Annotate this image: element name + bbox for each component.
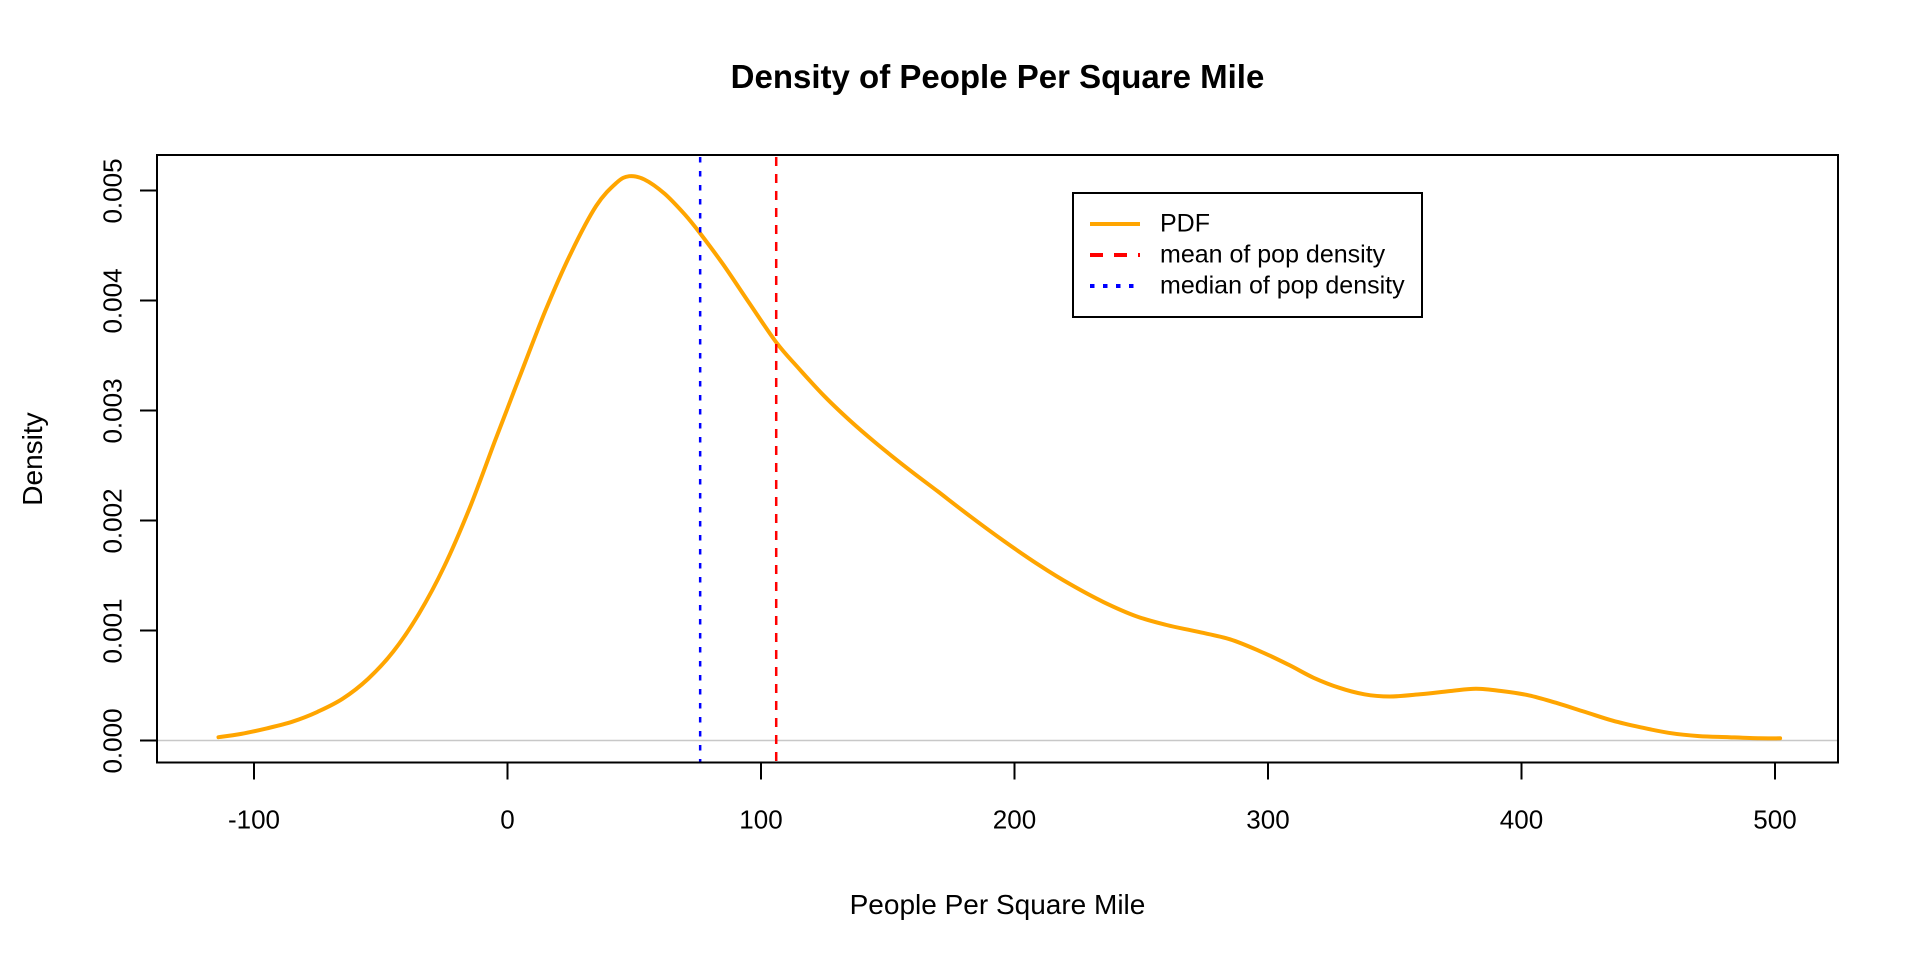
x-tick-label: 500 [1753, 804, 1797, 835]
y-tick-label: 0.003 [97, 377, 128, 444]
legend-item-label: PDF [1160, 209, 1210, 238]
x-tick-label: 0 [500, 804, 515, 835]
x-tick-label: 400 [1499, 804, 1544, 835]
y-tick-label: 0.001 [97, 597, 128, 664]
y-tick-label: 0.000 [97, 707, 128, 774]
x-tick-label: 200 [992, 804, 1037, 835]
y-tick-label: 0.004 [97, 267, 128, 334]
legend-item-label: median of pop density [1160, 271, 1405, 300]
chart-title: Density of People Per Square Mile [730, 58, 1265, 95]
y-tick-label: 0.002 [97, 487, 128, 554]
pdf-curve [216, 174, 1783, 741]
x-tick-label: 300 [1246, 804, 1290, 835]
x-tick-label: -100 [227, 804, 281, 835]
legend-box [1072, 192, 1423, 318]
legend-item-label: mean of pop density [1160, 240, 1386, 269]
x-tick-label: 100 [739, 804, 783, 835]
y-tick-label: 0.005 [97, 157, 128, 224]
plot-border [156, 154, 1839, 764]
x-axis-label: People Per Square Mile [849, 889, 1146, 920]
y-axis-label: Density [17, 412, 48, 506]
